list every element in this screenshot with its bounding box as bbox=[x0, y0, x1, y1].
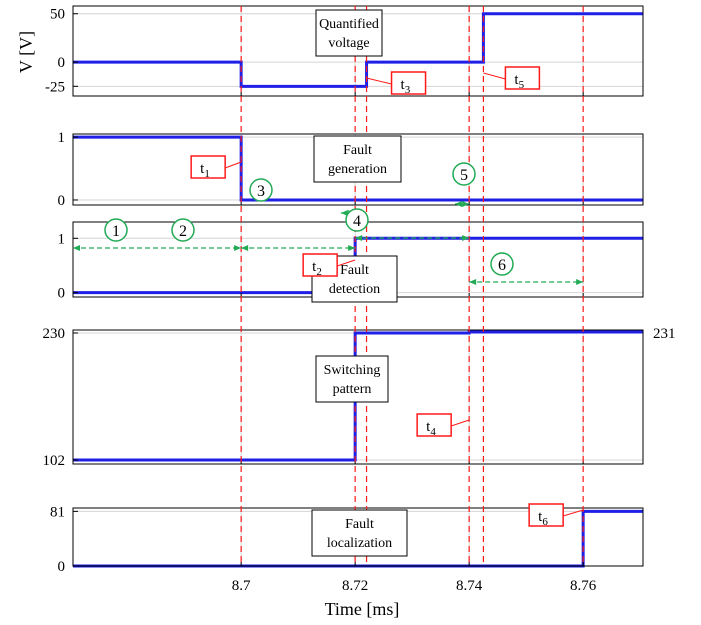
panel-title-box bbox=[311, 509, 408, 557]
interval-arrowhead bbox=[462, 201, 470, 207]
x-axis-label: Time [ms] bbox=[325, 599, 400, 619]
interval-arrowhead bbox=[348, 245, 356, 251]
panel-frame-fault-localization bbox=[72, 507, 644, 567]
x-tick-label: 8.74 bbox=[456, 578, 483, 594]
time-marker-subscript: 1 bbox=[204, 168, 210, 180]
interval-number: 6 bbox=[498, 257, 506, 274]
y-tick-label: 102 bbox=[43, 453, 66, 469]
interval-arrowhead bbox=[355, 235, 363, 241]
interval-arrowhead bbox=[234, 245, 242, 251]
time-marker-box bbox=[504, 66, 541, 90]
interval-arrowhead bbox=[462, 235, 470, 241]
panel-title-fault-generation: generation bbox=[328, 162, 387, 177]
panel-frame-fault-generation bbox=[72, 133, 644, 206]
time-marker-label: t3 bbox=[401, 77, 411, 96]
y-tick-label: 0 bbox=[58, 193, 66, 209]
end-value-label: 231 bbox=[653, 326, 676, 342]
panel-title-fault-detection: detection bbox=[329, 282, 380, 297]
interval-arrowhead bbox=[241, 245, 249, 251]
time-marker-subscript: 2 bbox=[316, 266, 322, 278]
interval-arrowhead bbox=[576, 279, 584, 285]
time-marker-subscript: 6 bbox=[542, 516, 548, 528]
time-marker-box bbox=[528, 503, 564, 527]
panel-frame-switching-pattern bbox=[72, 329, 644, 465]
interval-circle bbox=[345, 208, 369, 232]
time-marker-leader bbox=[450, 419, 470, 427]
panel-title-fault-localization: Fault bbox=[345, 517, 374, 532]
y-axis-label: V [V] bbox=[16, 31, 36, 73]
time-marker-leader bbox=[563, 509, 584, 517]
panel-title-fault-detection: Fault bbox=[340, 263, 369, 278]
interval-number: 3 bbox=[257, 183, 265, 200]
panel-title-switching-pattern: Switching bbox=[324, 363, 381, 378]
time-marker-leader bbox=[224, 161, 242, 169]
y-tick-label: -25 bbox=[45, 79, 65, 95]
time-marker-leader bbox=[336, 259, 356, 267]
panel-title-switching-pattern: pattern bbox=[333, 382, 372, 397]
y-tick-label: 50 bbox=[50, 7, 65, 23]
y-tick-label: 0 bbox=[58, 559, 66, 575]
interval-number: 1 bbox=[112, 223, 120, 240]
time-marker-box bbox=[302, 253, 338, 277]
panel-title-fault-localization: localization bbox=[327, 536, 392, 551]
x-tick-label: 8.7 bbox=[232, 578, 251, 594]
interval-arrowhead bbox=[454, 201, 462, 207]
x-tick-label: 8.72 bbox=[342, 578, 368, 594]
interval-arrowhead bbox=[469, 279, 477, 285]
interval-circle bbox=[490, 252, 514, 276]
time-marker-label: t1 bbox=[200, 161, 210, 180]
y-tick-label: 1 bbox=[58, 130, 66, 146]
time-marker-label: t6 bbox=[538, 509, 548, 528]
y-tick-label: 1 bbox=[58, 231, 66, 247]
interval-arrowhead bbox=[73, 245, 80, 251]
time-marker-box bbox=[416, 413, 452, 437]
text-layer: 500-25Quantifiedvoltage10Faultgeneration… bbox=[43, 7, 676, 594]
time-marker-leader bbox=[366, 77, 392, 85]
time-marker-subscript: 5 bbox=[519, 79, 525, 91]
frames-layer bbox=[72, 5, 644, 567]
panel-title-box bbox=[315, 355, 389, 403]
time-marker-leader bbox=[483, 72, 506, 80]
interval-circle bbox=[171, 218, 195, 242]
panel-title-box bbox=[313, 135, 402, 183]
interval-circle bbox=[249, 178, 273, 202]
panel-title-voltage: voltage bbox=[328, 36, 369, 51]
panel-title-box bbox=[315, 9, 383, 57]
series-line-switching-pattern bbox=[73, 330, 643, 462]
interval-number: 5 bbox=[460, 167, 468, 184]
y-tick-label: 81 bbox=[50, 504, 65, 520]
panel-title-voltage: Quantified bbox=[319, 17, 379, 32]
time-marker-subscript: 4 bbox=[430, 426, 436, 438]
x-tick-label: 8.76 bbox=[570, 578, 597, 594]
time-marker-label: t2 bbox=[312, 259, 322, 278]
time-marker-box bbox=[190, 155, 226, 179]
interval-circle bbox=[104, 218, 128, 242]
time-marker-label: t4 bbox=[426, 419, 436, 438]
y-tick-label: 0 bbox=[58, 286, 66, 302]
interval-number: 2 bbox=[179, 223, 187, 240]
annotation-layer: t1 t2 t3 t4 t5 t6 1 2 3 4 5 6 bbox=[73, 66, 584, 528]
time-marker-label: t5 bbox=[514, 72, 524, 91]
panel-title-fault-generation: Fault bbox=[343, 143, 372, 158]
panel-frame-voltage bbox=[72, 5, 644, 97]
time-marker-subscript: 3 bbox=[405, 84, 411, 96]
y-tick-label: 0 bbox=[58, 55, 66, 71]
interval-arrowhead bbox=[340, 210, 348, 216]
y-tick-label: 230 bbox=[43, 326, 66, 342]
time-marker-box bbox=[390, 71, 427, 95]
interval-number: 4 bbox=[353, 213, 361, 230]
interval-circle bbox=[452, 162, 476, 186]
